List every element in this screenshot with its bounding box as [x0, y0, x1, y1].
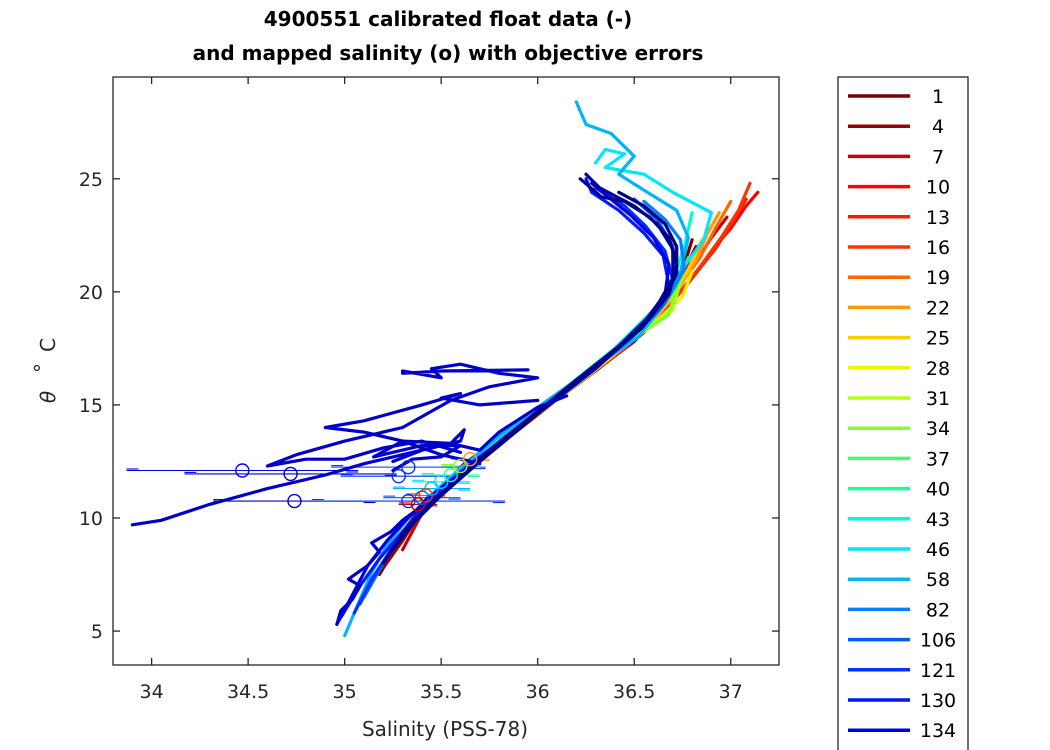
mapped-salinity-marker — [443, 467, 459, 483]
mapped-salinity-marker — [283, 466, 298, 482]
series-line-58 — [343, 100, 690, 638]
x-axis: 34 34.5 35 35.5 36 36.5 37 — [140, 77, 743, 703]
y-axis-label-degree: ° — [30, 363, 54, 373]
x-tick-label: 34 — [140, 681, 164, 703]
x-tick-label: 36 — [526, 681, 550, 703]
y-axis-label: θ ° C — [30, 338, 60, 403]
legend-label: 28 — [926, 358, 950, 380]
legend-label: 82 — [926, 599, 950, 621]
legend-label: 10 — [926, 177, 950, 199]
legend-label: 130 — [920, 690, 956, 712]
legend-label: 19 — [926, 267, 950, 289]
x-tick-label: 37 — [719, 681, 743, 703]
mapped-salinity-marker — [287, 493, 302, 509]
y-axis-label-symbol: θ — [36, 391, 60, 403]
legend-label: 121 — [920, 660, 956, 682]
legend-label: 134 — [920, 720, 956, 742]
mapped-salinity-marker — [453, 458, 468, 474]
mapped-salinity-marker — [414, 490, 430, 505]
mapped-salinity-markers — [235, 452, 478, 512]
chart-title-line-2: and mapped salinity (o) with objective e… — [193, 41, 704, 65]
y-tick-label: 15 — [79, 395, 103, 417]
y-tick-label: 20 — [79, 282, 103, 304]
mapped-salinity-marker — [462, 452, 478, 467]
x-tick-label: 34.5 — [227, 681, 269, 703]
chart-title-line-1: 4900551 calibrated float data (-) — [264, 7, 633, 31]
y-axis-label-unit: C — [36, 338, 60, 352]
series-line-134-intrusion-4 — [323, 392, 540, 466]
legend-label: 40 — [926, 479, 950, 501]
x-axis-label: Salinity (PSS-78) — [362, 717, 528, 741]
legend-label: 43 — [926, 509, 950, 531]
legend-box — [837, 76, 969, 750]
series-line-134-intrusion-3 — [372, 394, 569, 473]
legend-label: 106 — [920, 630, 956, 652]
legend-label: 13 — [926, 207, 950, 229]
series-line-134-cold-wiggle — [335, 493, 432, 626]
legend-label: 4 — [932, 116, 944, 138]
y-axis: 5 10 15 20 25 — [79, 169, 779, 643]
plot-frame — [112, 76, 780, 666]
legend-label: 16 — [926, 237, 950, 259]
legend-label: 37 — [926, 448, 950, 470]
mapped-salinity-marker — [433, 474, 449, 490]
y-tick-label: 25 — [79, 169, 103, 191]
mapped-salinity-marker — [401, 459, 416, 475]
series-lines — [130, 100, 760, 638]
legend-label: 46 — [926, 539, 950, 561]
legend: 1 4 7 10 13 16 19 22 25 28 31 34 37 40 43 46 58 82 106 121 1… — [848, 86, 956, 742]
mapped-salinity-marker — [401, 493, 416, 509]
x-tick-label: 36.5 — [613, 681, 655, 703]
mapped-salinity-marker — [235, 463, 250, 478]
legend-label: 58 — [926, 569, 950, 591]
legend-label: 31 — [926, 388, 950, 410]
mapped-salinity-marker — [391, 468, 406, 484]
legend-label: 7 — [932, 146, 944, 168]
y-tick-label: 5 — [91, 621, 103, 643]
mapped-salinity-marker — [418, 488, 433, 503]
legend-label: 34 — [926, 418, 950, 440]
series-line-134d — [401, 190, 679, 536]
series-line-134-intrusion-2 — [265, 362, 540, 468]
legend-label: 1 — [932, 86, 944, 108]
y-tick-label: 10 — [79, 508, 103, 530]
x-tick-label: 35.5 — [420, 681, 462, 703]
legend-label: 25 — [926, 328, 950, 350]
legend-label: 22 — [926, 297, 950, 319]
mapped-salinity-marker — [410, 497, 426, 512]
x-tick-label: 35 — [333, 681, 357, 703]
